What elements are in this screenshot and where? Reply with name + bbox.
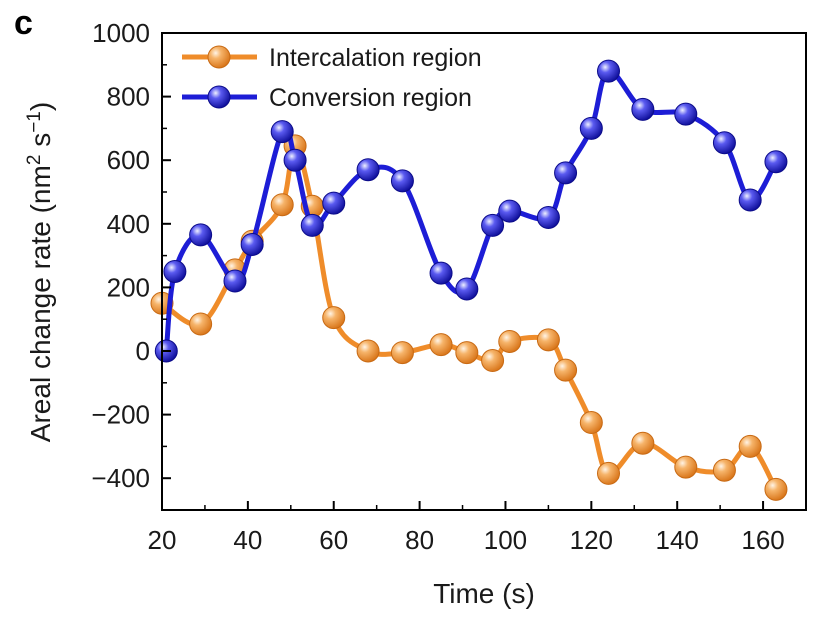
data-point-conversion bbox=[579, 116, 603, 140]
y-axis-label: Areal change rate (nm2 s−1) bbox=[24, 102, 56, 442]
x-tick-label: 160 bbox=[741, 525, 784, 555]
data-point-conversion bbox=[712, 131, 736, 155]
data-point-conversion bbox=[283, 148, 307, 172]
y-tick-label: −200 bbox=[91, 400, 150, 430]
series-conversion bbox=[154, 59, 788, 363]
x-tick-label: 80 bbox=[405, 525, 434, 555]
data-point-conversion bbox=[536, 205, 560, 229]
x-tick-label: 40 bbox=[233, 525, 262, 555]
y-tick-label: 0 bbox=[136, 336, 150, 366]
x-tick-label: 120 bbox=[570, 525, 613, 555]
data-point-intercalation bbox=[429, 333, 453, 357]
data-point-intercalation bbox=[455, 341, 479, 365]
data-point-conversion bbox=[481, 213, 505, 237]
legend-swatch-marker bbox=[207, 45, 231, 69]
x-axis: 20 40 60 80 100 120 140 160 bbox=[148, 501, 785, 555]
data-point-conversion bbox=[270, 120, 294, 144]
legend-item-intercalation: Intercalation region bbox=[182, 44, 482, 72]
data-point-intercalation bbox=[356, 339, 380, 363]
data-point-conversion bbox=[738, 188, 762, 212]
x-tick-label: 60 bbox=[319, 525, 348, 555]
legend-item-conversion: Conversion region bbox=[182, 84, 472, 112]
data-point-conversion bbox=[163, 260, 187, 283]
data-point-intercalation bbox=[270, 193, 294, 217]
data-point-intercalation bbox=[738, 434, 762, 458]
data-point-intercalation bbox=[390, 341, 414, 365]
legend-label-intercalation: Intercalation region bbox=[269, 44, 482, 72]
panel-label: c bbox=[14, 4, 33, 42]
y-axis: −400 −200 0 200 400 600 800 1000 bbox=[91, 18, 171, 511]
data-point-conversion bbox=[240, 232, 264, 256]
legend-label-conversion: Conversion region bbox=[269, 84, 472, 112]
y-tick-label: 600 bbox=[107, 145, 150, 175]
data-point-conversion bbox=[189, 223, 213, 247]
x-tick-label: 100 bbox=[484, 525, 527, 555]
data-point-conversion bbox=[674, 102, 698, 126]
series-intercalation bbox=[150, 134, 788, 501]
data-point-conversion bbox=[300, 213, 324, 237]
data-point-intercalation bbox=[764, 477, 788, 501]
y-tick-label: −400 bbox=[91, 463, 150, 493]
y-tick-label: 800 bbox=[107, 82, 150, 112]
x-axis-label: Time (s) bbox=[433, 578, 535, 609]
data-point-conversion bbox=[390, 169, 414, 193]
plot-series bbox=[150, 59, 788, 501]
y-tick-label: 400 bbox=[107, 209, 150, 239]
y-tick-label: 1000 bbox=[92, 18, 150, 48]
data-point-conversion bbox=[356, 158, 380, 182]
data-point-intercalation bbox=[579, 411, 603, 435]
data-point-intercalation bbox=[674, 455, 698, 479]
data-point-conversion bbox=[223, 269, 247, 293]
data-point-intercalation bbox=[597, 461, 621, 485]
x-tick-label: 140 bbox=[656, 525, 699, 555]
y-tick-label: 200 bbox=[107, 272, 150, 302]
data-point-intercalation bbox=[712, 458, 736, 482]
data-point-conversion bbox=[554, 161, 578, 185]
data-point-intercalation bbox=[481, 349, 505, 373]
series-line-intercalation bbox=[159, 143, 779, 492]
data-point-intercalation bbox=[631, 431, 655, 455]
x-tick-label: 20 bbox=[148, 525, 177, 555]
data-point-conversion bbox=[429, 261, 453, 285]
data-point-conversion bbox=[455, 277, 479, 301]
data-point-conversion bbox=[597, 59, 621, 83]
legend-swatch-marker bbox=[207, 85, 231, 109]
data-point-conversion bbox=[498, 199, 522, 223]
data-point-conversion bbox=[631, 97, 655, 121]
data-point-intercalation bbox=[322, 306, 346, 330]
data-point-intercalation bbox=[189, 312, 213, 336]
data-point-conversion bbox=[764, 150, 788, 174]
legend: Intercalation region Conversion region bbox=[182, 44, 482, 112]
plot-frame bbox=[161, 32, 807, 511]
data-point-conversion bbox=[322, 191, 346, 215]
data-point-intercalation bbox=[498, 329, 522, 353]
data-point-intercalation bbox=[554, 358, 578, 382]
data-point-intercalation bbox=[536, 328, 560, 352]
